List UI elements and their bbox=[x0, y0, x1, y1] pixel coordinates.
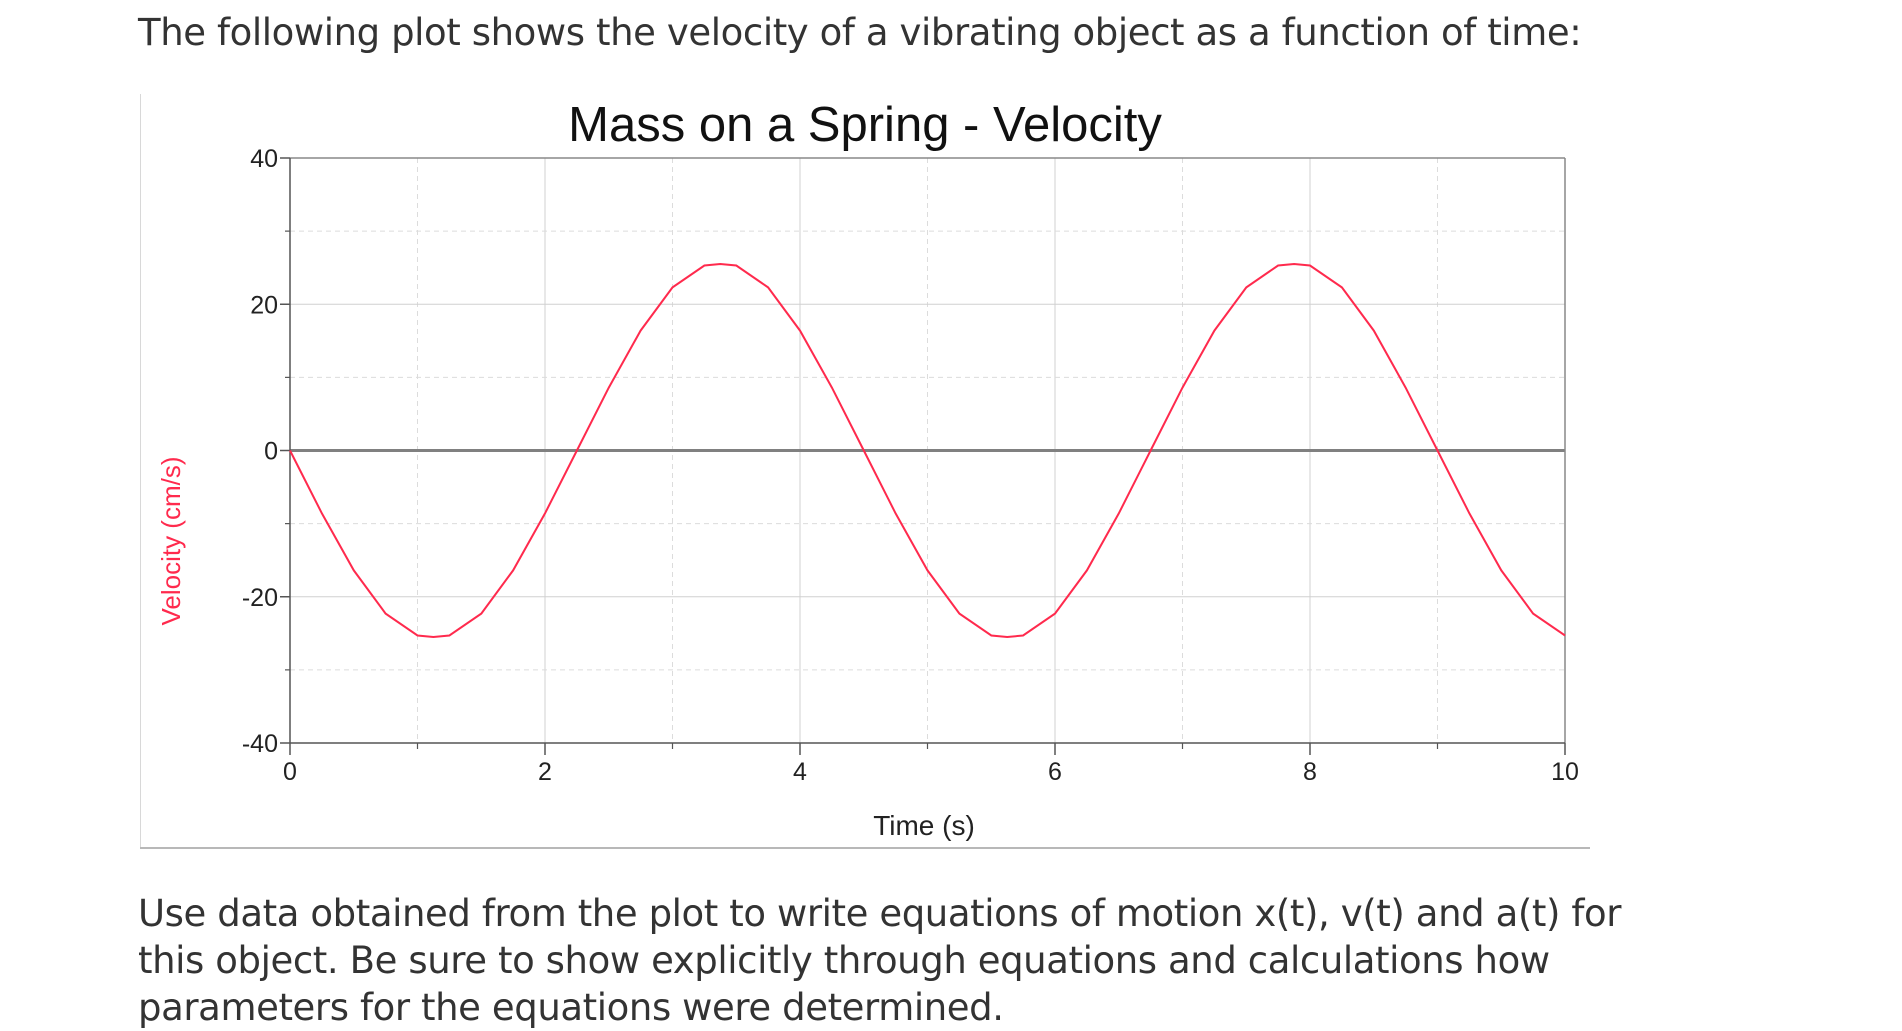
y-axis-title: Velocity (cm/s) bbox=[156, 456, 186, 625]
x-tick-label: 4 bbox=[793, 758, 807, 786]
x-tick-label: 8 bbox=[1303, 758, 1317, 786]
y-tick-label: -20 bbox=[242, 584, 278, 612]
velocity-series bbox=[289, 262, 1566, 639]
y-axis: 40 20 0 -20 -40 bbox=[242, 145, 290, 758]
y-tick-label: 0 bbox=[264, 438, 278, 466]
x-tick-label: 6 bbox=[1048, 758, 1062, 786]
intro-text: The following plot shows the velocity of… bbox=[138, 11, 1582, 54]
y-tick-label: -40 bbox=[242, 730, 278, 758]
y-tick-label: 40 bbox=[250, 145, 278, 173]
x-axis: 0 2 4 6 8 10 bbox=[283, 743, 1579, 786]
x-axis-title: Time (s) bbox=[873, 810, 975, 841]
x-tick-label: 2 bbox=[538, 758, 552, 786]
velocity-chart-figure: Mass on a Spring - Velocity 0 2 4 6 8 10 40 20… bbox=[140, 94, 1590, 849]
velocity-line bbox=[289, 262, 1566, 639]
chart-title: Mass on a Spring - Velocity bbox=[568, 98, 1162, 152]
velocity-chart: Mass on a Spring - Velocity 0 2 4 6 8 10 40 20… bbox=[140, 94, 1590, 849]
y-tick-label: 20 bbox=[250, 291, 278, 319]
outro-text: Use data obtained from the plot to write… bbox=[138, 892, 1622, 1029]
x-tick-label: 0 bbox=[283, 758, 297, 786]
grid bbox=[290, 158, 1565, 743]
x-tick-label: 10 bbox=[1551, 758, 1579, 786]
